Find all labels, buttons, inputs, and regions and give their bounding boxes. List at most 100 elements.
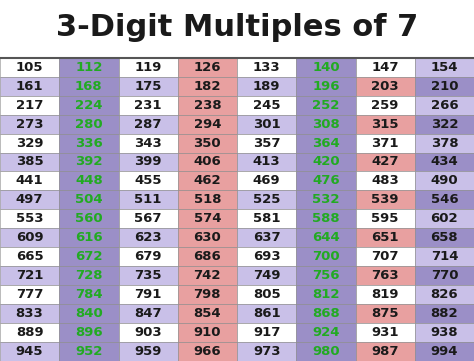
Bar bbox=[178, 115, 237, 134]
Bar bbox=[356, 266, 415, 285]
Text: 168: 168 bbox=[75, 80, 103, 93]
Text: 469: 469 bbox=[253, 174, 281, 187]
Text: 322: 322 bbox=[430, 118, 458, 131]
Text: 329: 329 bbox=[16, 136, 44, 149]
Text: 861: 861 bbox=[253, 307, 281, 320]
Bar bbox=[59, 209, 118, 229]
Bar bbox=[237, 58, 296, 77]
Bar bbox=[0, 247, 59, 266]
Bar bbox=[178, 342, 237, 361]
Bar bbox=[237, 304, 296, 323]
Text: 140: 140 bbox=[312, 61, 340, 74]
Text: 245: 245 bbox=[253, 99, 281, 112]
Text: 819: 819 bbox=[371, 288, 399, 301]
Bar bbox=[415, 153, 474, 171]
Text: 371: 371 bbox=[371, 136, 399, 149]
Bar bbox=[356, 209, 415, 229]
Bar bbox=[178, 209, 237, 229]
Text: 945: 945 bbox=[16, 345, 44, 358]
Text: 567: 567 bbox=[134, 212, 162, 225]
Bar bbox=[415, 304, 474, 323]
Bar bbox=[59, 96, 118, 115]
Text: 518: 518 bbox=[193, 193, 221, 206]
Text: 105: 105 bbox=[16, 61, 44, 74]
Bar bbox=[0, 153, 59, 171]
Bar bbox=[118, 285, 178, 304]
Text: 896: 896 bbox=[75, 326, 103, 339]
Text: 574: 574 bbox=[193, 212, 221, 225]
Bar bbox=[237, 342, 296, 361]
Text: 448: 448 bbox=[75, 174, 103, 187]
Text: 560: 560 bbox=[75, 212, 103, 225]
Text: 427: 427 bbox=[371, 156, 399, 169]
Text: 301: 301 bbox=[253, 118, 281, 131]
Text: 742: 742 bbox=[193, 269, 221, 282]
Text: 539: 539 bbox=[371, 193, 399, 206]
Bar bbox=[0, 342, 59, 361]
Text: 294: 294 bbox=[193, 118, 221, 131]
Text: 910: 910 bbox=[193, 326, 221, 339]
Bar bbox=[356, 77, 415, 96]
Text: 791: 791 bbox=[135, 288, 162, 301]
Text: 882: 882 bbox=[430, 307, 458, 320]
Text: 805: 805 bbox=[253, 288, 281, 301]
Text: 217: 217 bbox=[16, 99, 43, 112]
Bar bbox=[296, 285, 356, 304]
Text: 525: 525 bbox=[253, 193, 280, 206]
Text: 203: 203 bbox=[371, 80, 399, 93]
Text: 119: 119 bbox=[135, 61, 162, 74]
Text: 532: 532 bbox=[312, 193, 340, 206]
Bar bbox=[0, 115, 59, 134]
Bar bbox=[0, 266, 59, 285]
Bar bbox=[356, 304, 415, 323]
Bar bbox=[59, 134, 118, 153]
Bar bbox=[237, 153, 296, 171]
Text: 966: 966 bbox=[193, 345, 221, 358]
Bar bbox=[415, 285, 474, 304]
Bar bbox=[118, 209, 178, 229]
Bar bbox=[0, 58, 59, 77]
Text: 378: 378 bbox=[430, 136, 458, 149]
Bar bbox=[59, 229, 118, 247]
Bar bbox=[0, 191, 59, 209]
Bar bbox=[237, 134, 296, 153]
Bar bbox=[356, 96, 415, 115]
Text: 182: 182 bbox=[193, 80, 221, 93]
Text: 987: 987 bbox=[371, 345, 399, 358]
Text: 812: 812 bbox=[312, 288, 340, 301]
Bar bbox=[296, 171, 356, 191]
Text: 714: 714 bbox=[430, 250, 458, 263]
Text: 385: 385 bbox=[16, 156, 44, 169]
Text: 161: 161 bbox=[16, 80, 44, 93]
Text: 546: 546 bbox=[430, 193, 458, 206]
Text: 483: 483 bbox=[371, 174, 399, 187]
Text: 770: 770 bbox=[430, 269, 458, 282]
Bar bbox=[178, 134, 237, 153]
Bar bbox=[118, 96, 178, 115]
Text: 350: 350 bbox=[193, 136, 221, 149]
Bar bbox=[59, 304, 118, 323]
Bar bbox=[237, 115, 296, 134]
Text: 553: 553 bbox=[16, 212, 44, 225]
Bar bbox=[59, 153, 118, 171]
Text: 511: 511 bbox=[135, 193, 162, 206]
Text: 756: 756 bbox=[312, 269, 340, 282]
Bar bbox=[296, 266, 356, 285]
Bar bbox=[118, 304, 178, 323]
Text: 840: 840 bbox=[75, 307, 103, 320]
Bar bbox=[0, 285, 59, 304]
Bar bbox=[0, 171, 59, 191]
Bar bbox=[59, 171, 118, 191]
Text: 924: 924 bbox=[312, 326, 340, 339]
Text: 938: 938 bbox=[430, 326, 458, 339]
Text: 455: 455 bbox=[134, 174, 162, 187]
Bar bbox=[178, 153, 237, 171]
Bar bbox=[237, 229, 296, 247]
Text: 595: 595 bbox=[372, 212, 399, 225]
Bar bbox=[0, 96, 59, 115]
Text: 273: 273 bbox=[16, 118, 44, 131]
Bar bbox=[356, 342, 415, 361]
Text: 154: 154 bbox=[430, 61, 458, 74]
Text: 126: 126 bbox=[193, 61, 221, 74]
Text: 903: 903 bbox=[134, 326, 162, 339]
